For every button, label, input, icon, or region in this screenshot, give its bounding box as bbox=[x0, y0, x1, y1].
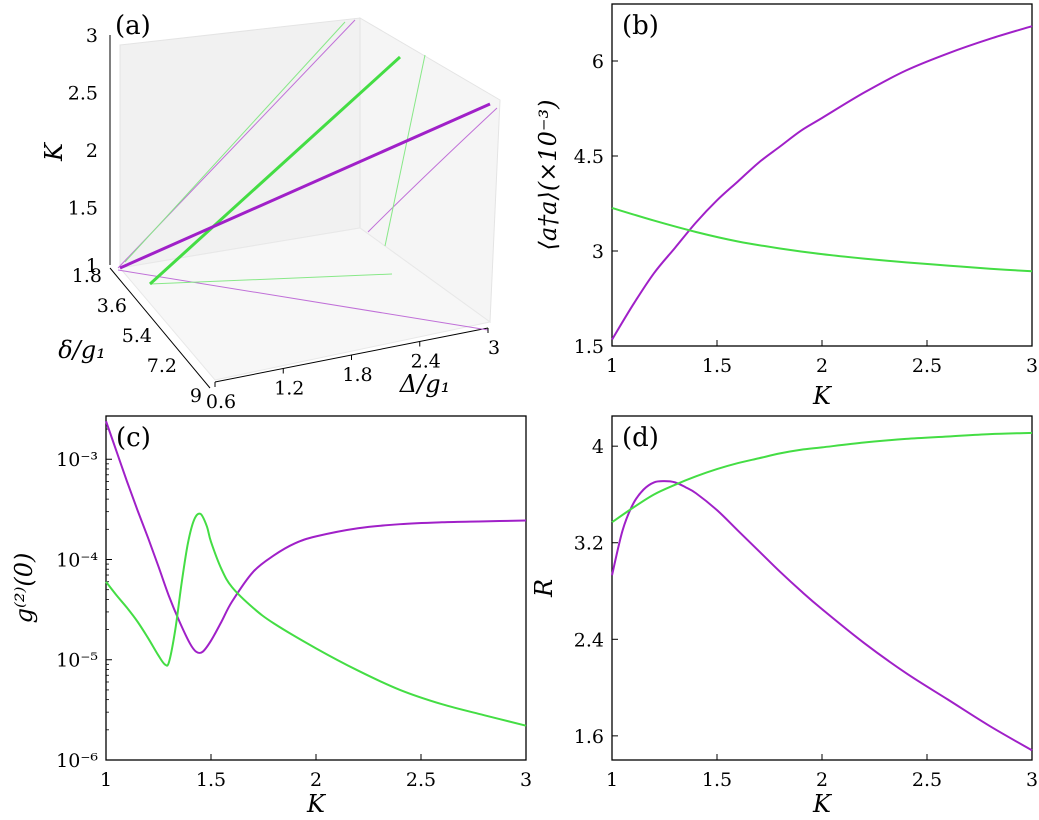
panel-b-x-label: K bbox=[812, 382, 833, 410]
panel-b-label: (b) bbox=[622, 11, 659, 41]
panel-d-ytick-label: 1.6 bbox=[574, 726, 604, 748]
panel-a-xtick-label: 3 bbox=[488, 337, 500, 359]
panel-a-ztick-label: 3 bbox=[86, 25, 98, 47]
panel-b-ytick-label: 1.5 bbox=[574, 336, 604, 358]
panel-d-xtick-label: 1.5 bbox=[702, 769, 732, 791]
panel-a-floor bbox=[119, 227, 492, 381]
panel-a-back-wall bbox=[119, 17, 361, 269]
panel-a-ytick-label: 5.4 bbox=[122, 325, 152, 347]
panel-a-ytick-label: 9 bbox=[190, 385, 202, 407]
panel-c-xtick-label: 2 bbox=[310, 769, 322, 791]
panel-a-z-ticks: 1 1.5 2 2.5 3 bbox=[68, 25, 98, 277]
panel-b-ytick-label: 6 bbox=[592, 51, 604, 73]
panel-c-series-purple bbox=[105, 420, 527, 655]
panel-c-ytick-label: 10⁻⁴ bbox=[56, 549, 98, 571]
panel-b-xtick-label: 2.5 bbox=[912, 355, 942, 377]
panel-a-xtick-label: 1.2 bbox=[274, 378, 304, 400]
panel-d-ytick-label: 3.2 bbox=[574, 533, 604, 555]
panel-a-label: (a) bbox=[115, 11, 151, 41]
panel-a-xtick-label: 2.4 bbox=[411, 351, 441, 373]
panel-b-y-label: ⟨a†a⟩(×10⁻³) bbox=[534, 99, 562, 250]
panel-a-ztick-label: 1 bbox=[86, 255, 98, 277]
panel-d-label: (d) bbox=[622, 423, 659, 453]
panel-b-xtick-label: 1.5 bbox=[702, 355, 732, 377]
panel-d-xtick-label: 3 bbox=[1026, 769, 1038, 791]
panel-a: 11.522.53 1.83.65.47.29 0.61.21.82.43 K … bbox=[40, 11, 501, 413]
panel-b-ytick-label: 3 bbox=[592, 241, 604, 263]
green-projection-back bbox=[124, 21, 346, 263]
panel-c-ticks: 1 1.5 2 2.5 3 10⁻⁶ 10⁻⁵ 10⁻⁴ 10⁻³ bbox=[56, 428, 532, 791]
panel-c-label: (c) bbox=[116, 423, 151, 453]
panel-c-x-label: K bbox=[306, 790, 327, 818]
panel-c-xtick-label: 1 bbox=[100, 769, 112, 791]
panel-a-y-ticks: 1.8 3.6 5.4 7.2 9 bbox=[72, 265, 202, 407]
panel-b-series-green bbox=[611, 206, 1033, 273]
panel-a-ytick-label: 3.6 bbox=[97, 295, 127, 317]
panel-a-ytick-label: 1.8 bbox=[72, 265, 102, 287]
panel-d-y-label: R bbox=[530, 579, 558, 598]
panel-b-ticks: 1 1.5 2 2.5 31.534.56 bbox=[574, 51, 1038, 377]
panel-c-series-green bbox=[105, 512, 527, 727]
panel-c-ytick-label: 10⁻⁵ bbox=[56, 650, 98, 672]
panel-c-series bbox=[105, 420, 527, 727]
panel-d-x-label: K bbox=[812, 790, 833, 818]
panel-c-ytick-label: 10⁻³ bbox=[56, 449, 98, 471]
panel-d-ytick-label: 4 bbox=[592, 436, 604, 458]
panel-a-xtick-label: 0.6 bbox=[206, 391, 236, 413]
panel-b-frame bbox=[611, 3, 1033, 347]
panel-c-xtick-label: 3 bbox=[520, 769, 532, 791]
panel-a-ztick-label: 2 bbox=[86, 140, 98, 162]
panel-a-ytick-label: 7.2 bbox=[147, 355, 177, 377]
panel-d-series-green bbox=[611, 431, 1033, 524]
panel-b-xtick-label: 2 bbox=[816, 355, 828, 377]
panel-c-xtick-label: 2.5 bbox=[406, 769, 436, 791]
panel-d-series bbox=[611, 431, 1033, 752]
panel-a-x-ticks: 0.6 1.2 1.8 2.4 3 bbox=[206, 328, 500, 413]
green-3d-curve bbox=[148, 55, 402, 286]
green-projection-floor bbox=[149, 273, 393, 285]
panel-a-projections bbox=[117, 19, 498, 331]
panel-a-y-axis bbox=[109, 267, 211, 389]
panel-b-series-purple bbox=[611, 25, 1033, 341]
panel-a-ztick-label: 2.5 bbox=[68, 83, 98, 105]
panel-d-xtick-label: 2.5 bbox=[912, 769, 942, 791]
panel-b: 1 1.5 2 2.5 31.534.56 K ⟨a†a⟩(×10⁻³) (b) bbox=[534, 3, 1038, 410]
purple-3d-curve bbox=[119, 102, 491, 270]
green-projection-side bbox=[384, 54, 426, 247]
panel-d-frame bbox=[611, 415, 1033, 761]
panel-a-z-label: K bbox=[40, 141, 68, 162]
panel-d-ytick-label: 2.4 bbox=[574, 629, 604, 651]
panel-b-ytick-label: 4.5 bbox=[574, 146, 604, 168]
panel-a-x-label: Δ/g₁ bbox=[399, 370, 450, 398]
purple-projection-floor bbox=[117, 269, 489, 331]
panel-a-xtick-label: 1.8 bbox=[342, 364, 372, 386]
panel-a-ztick-label: 1.5 bbox=[68, 198, 98, 220]
purple-projection-side bbox=[367, 107, 498, 233]
panel-d: 1 1.5 2 2.5 3 1.6 2.4 3.2 4 K R (d) bbox=[530, 415, 1038, 818]
panel-c: 1 1.5 2 2.5 3 10⁻⁶ 10⁻⁵ 10⁻⁴ 10⁻³ K g⁽²⁾(0) (c) bbox=[10, 415, 532, 818]
panel-d-xtick-label: 2 bbox=[816, 769, 828, 791]
panel-c-y-label: g⁽²⁾(0) bbox=[10, 553, 38, 624]
panel-d-ticks: 1 1.5 2 2.5 3 1.6 2.4 3.2 4 bbox=[574, 436, 1038, 791]
panel-b-series bbox=[611, 25, 1033, 341]
panel-b-xtick-label: 1 bbox=[606, 355, 618, 377]
panel-d-xtick-label: 1 bbox=[606, 769, 618, 791]
panel-c-ytick-label: 10⁻⁶ bbox=[56, 750, 98, 772]
panel-c-frame bbox=[105, 415, 527, 761]
panel-b-xtick-label: 3 bbox=[1026, 355, 1038, 377]
panel-a-y-label: δ/g₁ bbox=[58, 336, 106, 364]
panel-c-xtick-label: 1.5 bbox=[196, 769, 226, 791]
panel-d-series-purple bbox=[611, 480, 1033, 752]
